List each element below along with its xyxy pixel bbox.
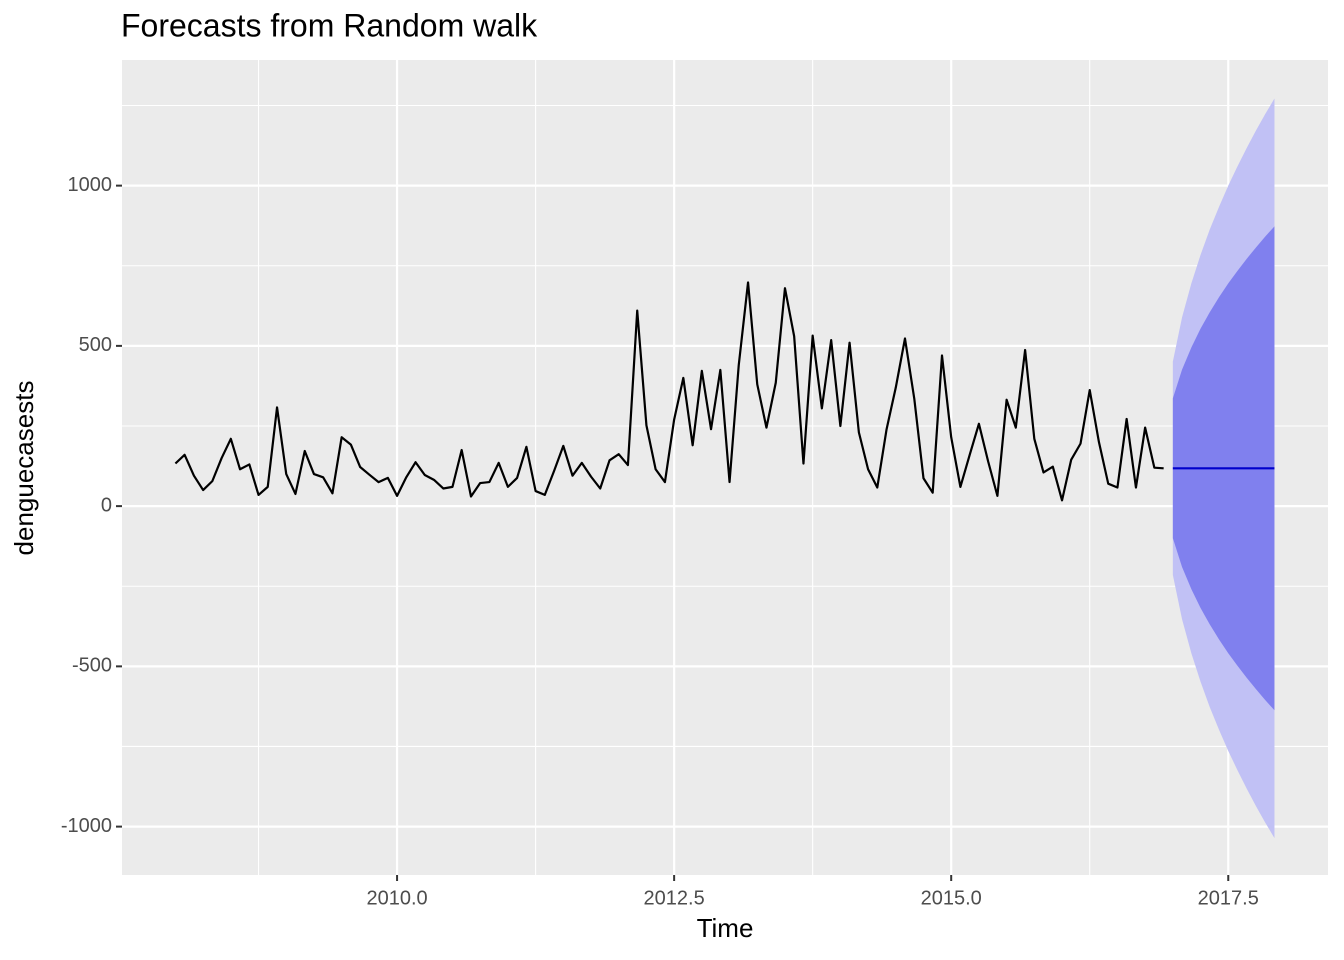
series-line [174, 281, 1164, 502]
y-tick-label: 0 [101, 494, 112, 516]
x-tick-label: 2010.0 [366, 887, 427, 909]
y-tick-label: 1000 [68, 174, 113, 196]
y-tick-label: 500 [79, 334, 112, 356]
x-tick-label: 2017.5 [1198, 887, 1259, 909]
x-tick-label: 2015.0 [921, 887, 982, 909]
x-axis-title: Time [697, 913, 754, 943]
x-tick-label: 2012.5 [644, 887, 705, 909]
panel [122, 60, 1328, 875]
y-axis-title: denguecasests [9, 381, 39, 556]
chart-title: Forecasts from Random walk [121, 7, 538, 43]
y-tick-label: -1000 [61, 815, 112, 837]
y-tick-label: -500 [72, 655, 112, 677]
